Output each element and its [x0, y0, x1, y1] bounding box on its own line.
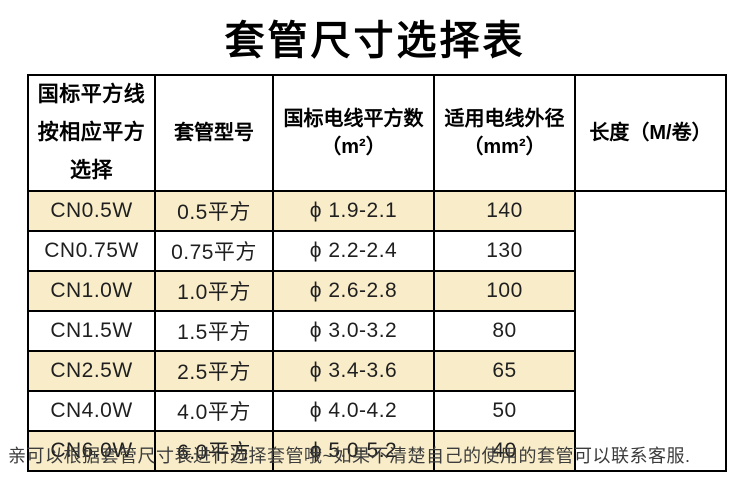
table-row: CN1.5W 1.5平方 ϕ 3.0-3.2 80	[27, 310, 726, 352]
cell-square: 1.0平方	[154, 270, 274, 312]
cell-length: 80	[433, 310, 576, 352]
cell-diameter: ϕ 1.9-2.1	[272, 190, 435, 232]
cell-length: 40	[433, 430, 576, 472]
cell-diameter: ϕ 3.0-3.2	[272, 310, 435, 352]
column-header-square: 国标电线平方数 （m²）	[272, 74, 435, 192]
side-label-line: 国标平方线	[37, 83, 146, 106]
column-header-unit: （mm²）	[463, 136, 546, 158]
cell-square: 1.5平方	[154, 310, 274, 352]
table-row: CN4.0W 4.0平方 ϕ 4.0-4.2 50	[27, 390, 726, 432]
cell-diameter: ϕ 2.6-2.8	[272, 270, 435, 312]
cell-diameter: ϕ 4.0-4.2	[272, 390, 435, 432]
cell-length: 100	[433, 270, 576, 312]
cell-diameter: ϕ 3.4-3.6	[272, 350, 435, 392]
column-header-text: 国标电线平方数	[283, 108, 424, 130]
cell-model: CN0.75W	[27, 230, 156, 272]
table-row: CN6.0W 6.0平方 ϕ 5.0-5.2 40	[27, 430, 726, 472]
column-header-unit: （m²）	[321, 136, 386, 158]
column-header-text: 套管型号	[174, 122, 254, 144]
column-header-model: 套管型号	[154, 74, 274, 192]
table-row: CN2.5W 2.5平方 ϕ 3.4-3.6 65	[27, 350, 726, 392]
cell-square: 2.5平方	[154, 350, 274, 392]
cell-length: 130	[433, 230, 576, 272]
cell-diameter: ϕ 5.0-5.2	[272, 430, 435, 472]
cell-model: CN2.5W	[27, 350, 156, 392]
cell-model: CN4.0W	[27, 390, 156, 432]
cell-length: 50	[433, 390, 576, 432]
column-header-diameter: 适用电线外径 （mm²）	[433, 74, 576, 192]
cell-square: 6.0平方	[154, 430, 274, 472]
cell-square: 0.5平方	[154, 190, 274, 232]
cell-model: CN1.0W	[27, 270, 156, 312]
sleeve-size-table: 国标平方线 按相应平方 选择 套管型号 国标电线平方数 （m²） 适用电线外径 …	[27, 74, 727, 472]
cell-model: CN0.5W	[27, 190, 156, 232]
side-label-line: 按相应平方	[37, 121, 146, 144]
header-row: 国标平方线 按相应平方 选择 套管型号 国标电线平方数 （m²） 适用电线外径 …	[27, 74, 727, 192]
table-row: CN1.0W 1.0平方 ϕ 2.6-2.8 100	[27, 270, 726, 312]
column-header-text: 适用电线外径	[444, 108, 565, 130]
cell-model: CN1.5W	[27, 310, 156, 352]
footer-note: 亲可以根据套管尺寸表进行选择套管哦~如果不清楚自己的使用的套管可以联系客服.	[8, 446, 691, 466]
column-header-length: 长度（M/卷）	[574, 74, 727, 192]
table-row: CN0.75W 0.75平方 ϕ 2.2-2.4 130	[27, 230, 726, 272]
cell-diameter: ϕ 2.2-2.4	[272, 230, 435, 272]
page-title: 套管尺寸选择表	[224, 19, 526, 63]
table-row: CN0.5W 0.5平方 ϕ 1.9-2.1 140	[27, 190, 726, 232]
cell-square: 4.0平方	[154, 390, 274, 432]
cell-square: 0.75平方	[154, 230, 274, 272]
cell-length: 140	[433, 190, 576, 232]
side-label-cell: 国标平方线 按相应平方 选择	[27, 74, 156, 192]
cell-model: CN6.0W	[27, 430, 156, 472]
cell-length: 65	[433, 350, 576, 392]
side-label-line: 选择	[70, 159, 113, 182]
column-header-text: 长度（M/卷）	[589, 122, 712, 144]
